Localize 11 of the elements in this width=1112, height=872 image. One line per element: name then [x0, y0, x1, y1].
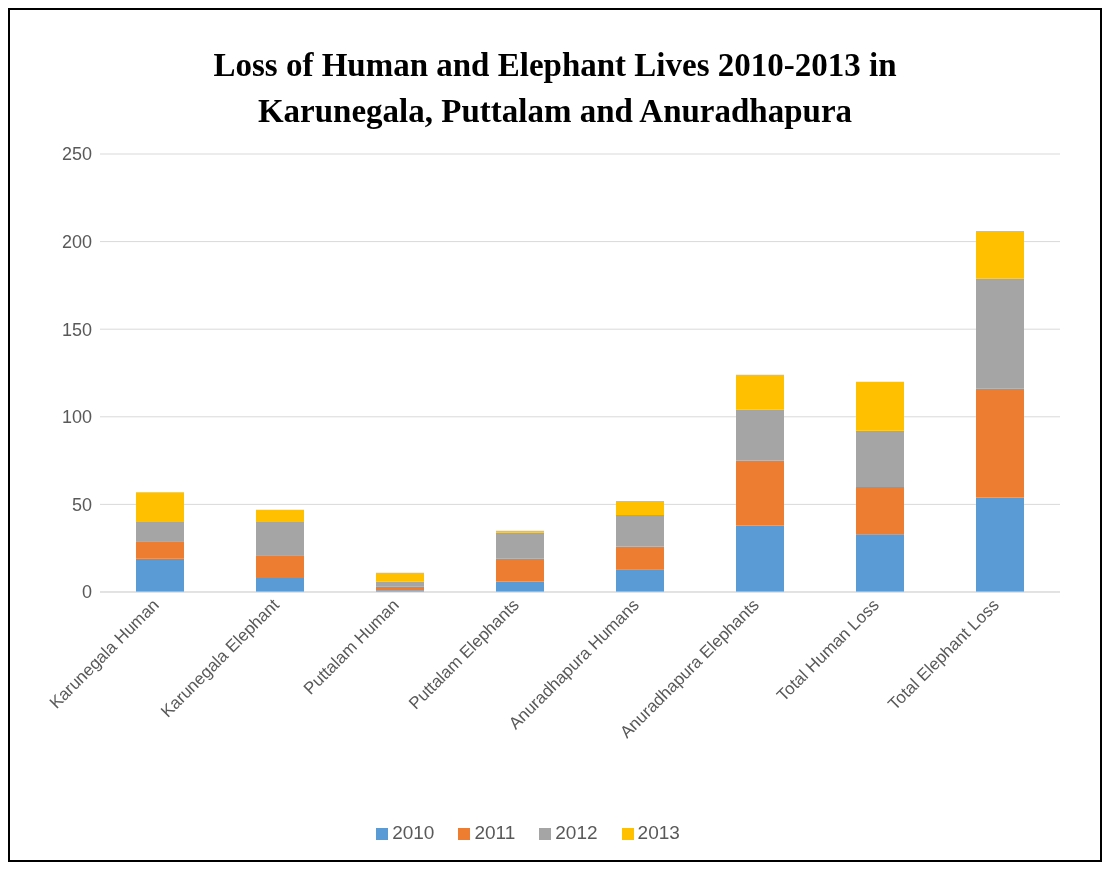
legend-label: 2013 — [637, 822, 680, 843]
legend-label: 2011 — [474, 822, 516, 843]
y-tick-label: 0 — [81, 582, 92, 603]
y-tick-label: 250 — [61, 144, 92, 165]
legend-label: 2010 — [392, 822, 435, 843]
legend-label: 2012 — [555, 822, 598, 843]
y-tick-label: 200 — [61, 231, 92, 252]
y-tick-label: 150 — [61, 319, 92, 340]
y-tick-label: 100 — [61, 407, 92, 428]
chart-title: Loss of Human and Elephant Lives 2010-2013 in Karunegala, Puttalam and Anuradhapura — [212, 46, 898, 131]
y-tick-label: 50 — [71, 494, 92, 515]
